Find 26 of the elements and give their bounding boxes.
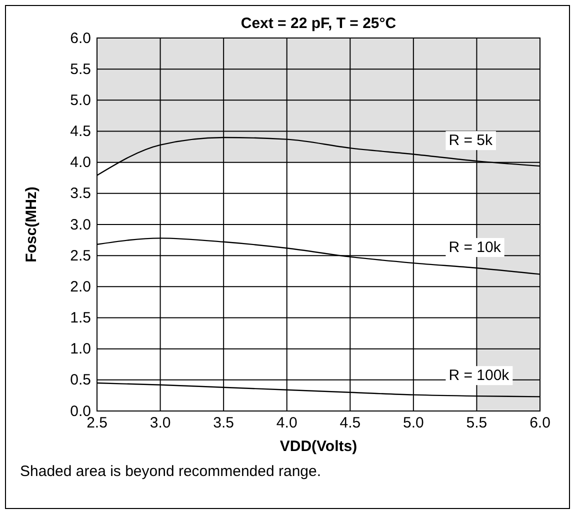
x-tick-label: 3.0 xyxy=(150,414,171,432)
text: Shaded area is beyond recommended range. xyxy=(20,463,322,480)
series-label: R = 100k xyxy=(448,367,510,384)
y-tick-label: 4.0 xyxy=(70,154,91,172)
y-tick-label: 6.0 xyxy=(70,30,91,47)
series-label: R = 10k xyxy=(448,239,502,256)
y-tick-label: 3.0 xyxy=(70,216,91,234)
x-tick-label: 5.5 xyxy=(466,414,488,432)
y-axis-title: Fosc(MHz) xyxy=(23,186,40,262)
x-tick-label: 4.0 xyxy=(276,414,298,432)
y-tick-label: 3.5 xyxy=(70,185,91,202)
y-tick-label: 2.0 xyxy=(70,278,91,296)
x-tick-label: 3.5 xyxy=(213,414,234,432)
series-label: R = 5k xyxy=(448,132,493,150)
y-tick-label: 5.0 xyxy=(70,92,91,109)
x-tick-label: 5.0 xyxy=(403,414,424,432)
x-tick-label: 4.5 xyxy=(340,414,361,432)
x-axis-title: VDD(Volts) xyxy=(280,438,358,455)
x-tick-label: 6.0 xyxy=(530,414,550,432)
y-tick-label: 1.5 xyxy=(70,310,91,327)
y-tick-label: 5.5 xyxy=(70,60,91,78)
chart-title: Cext = 22 pF, T = 25°C xyxy=(240,15,396,32)
y-tick-label: 4.5 xyxy=(70,123,91,140)
y-tick-label: 1.0 xyxy=(70,340,91,358)
y-tick-label: 0.5 xyxy=(70,372,91,389)
y-tick-label: 2.5 xyxy=(70,247,91,264)
